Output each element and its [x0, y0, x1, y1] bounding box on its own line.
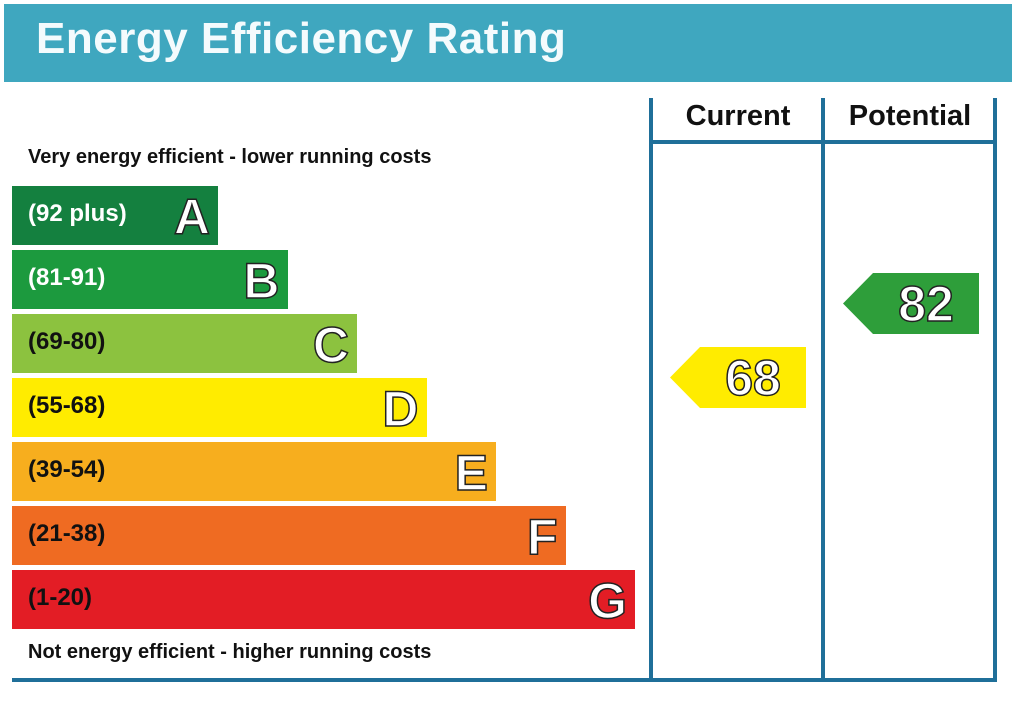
band-bar-a: (92 plus) A — [12, 186, 218, 246]
column-header-current: Current — [685, 100, 791, 132]
header-bar — [4, 4, 1012, 82]
band-range-label: (69-80) — [28, 328, 106, 355]
bottom-note: Not energy efficient - higher running co… — [28, 641, 432, 663]
current-rating-value: 68 — [724, 349, 781, 407]
band-letter: G — [587, 572, 627, 630]
band-letter: E — [454, 444, 489, 502]
potential-arrow-shape — [843, 272, 979, 334]
column-header-potential: Potential — [848, 100, 972, 132]
current-rating-arrow: 68 — [670, 346, 806, 408]
band-bar-g: (1-20) G — [12, 570, 635, 630]
potential-rating-arrow: 82 — [843, 272, 979, 334]
divider-line — [649, 98, 653, 682]
divider-line — [821, 98, 825, 682]
band-range-label: (1-20) — [28, 584, 93, 611]
bottom-line — [12, 678, 997, 682]
band-bar-e: (39-54) E — [12, 442, 496, 502]
chart-title: Energy Efficiency Rating — [36, 14, 567, 63]
band-letter: C — [312, 316, 350, 374]
band-letter: B — [243, 252, 281, 310]
band-range-label: (92 plus) — [28, 200, 127, 227]
band-bar-b: (81-91) B — [12, 250, 288, 310]
band-bar-d: (55-68) D — [12, 378, 427, 438]
band-letter: A — [173, 188, 211, 246]
potential-rating-value: 82 — [897, 275, 954, 333]
band-range-label: (55-68) — [28, 392, 106, 419]
current-arrow-shape — [670, 346, 806, 408]
band-range-label: (21-38) — [28, 520, 106, 547]
band-range-label: (81-91) — [28, 264, 106, 291]
divider-line — [993, 98, 997, 682]
header-divider-line — [651, 140, 995, 144]
band-range-label: (39-54) — [28, 456, 106, 483]
band-bar-c: (69-80) C — [12, 314, 357, 374]
band-bar-f: (21-38) F — [12, 506, 566, 566]
band-letter: D — [382, 380, 420, 438]
top-note: Very energy efficient - lower running co… — [28, 146, 432, 168]
band-letter: F — [526, 508, 558, 566]
